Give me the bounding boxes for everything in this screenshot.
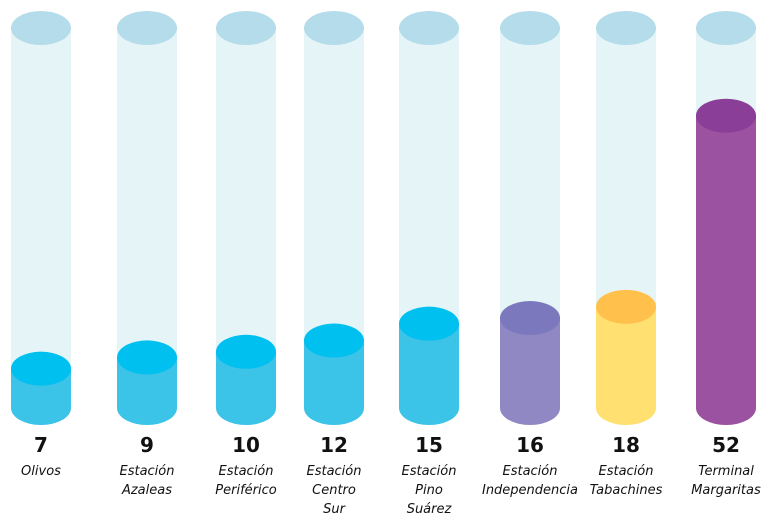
tube-top (399, 11, 459, 45)
cylinder-top (216, 334, 276, 369)
value-label: 7 (34, 433, 48, 457)
category-label: Estación (119, 464, 174, 479)
category-label: Independencia (482, 483, 578, 498)
category-label: Estación (306, 464, 361, 479)
value-label: 15 (415, 433, 443, 457)
category-label: Estación (502, 464, 557, 479)
category-label: Terminal (698, 464, 754, 479)
cylinder-top (500, 301, 560, 336)
cylinder-bottom (696, 391, 756, 425)
cylinder-bottom (500, 391, 560, 425)
cylinder (304, 323, 364, 425)
category-label: Azaleas (121, 483, 172, 498)
cylinder (500, 301, 560, 425)
category-label: Suárez (407, 502, 453, 516)
value-label: 9 (140, 433, 154, 457)
tube (11, 28, 71, 408)
cylinder-bottom (216, 391, 276, 425)
cylinder-top (696, 98, 756, 133)
value-label: 18 (612, 433, 640, 457)
tube-top (117, 11, 177, 45)
value-label: 10 (232, 433, 260, 457)
category-label: Margaritas (691, 483, 761, 498)
cylinder (117, 340, 177, 425)
cylinder-bottom (596, 391, 656, 425)
cylinder (696, 98, 756, 425)
cylinder-bottom (304, 391, 364, 425)
tube-top (11, 11, 71, 45)
category-label: Estación (598, 464, 653, 479)
cylinder-top (304, 323, 364, 358)
cylinder (216, 334, 276, 425)
tube-top (500, 11, 560, 45)
category-label: Pino (415, 483, 443, 498)
tube-top (596, 11, 656, 45)
value-label: 12 (320, 433, 348, 457)
value-label: 16 (516, 433, 544, 457)
cylinder-top (117, 340, 177, 375)
category-label: Sur (323, 502, 346, 516)
category-label: Periférico (215, 483, 276, 498)
tube-top (696, 11, 756, 45)
value-label: 52 (712, 433, 740, 457)
cylinder (399, 306, 459, 425)
tube-top (216, 11, 276, 45)
category-label: Tabachines (590, 483, 663, 498)
tube-top (304, 11, 364, 45)
cylinder-bottom (399, 391, 459, 425)
cylinder-body (696, 115, 756, 408)
category-label: Estación (218, 464, 273, 479)
category-label: Estación (401, 464, 456, 479)
category-label: Olivos (21, 464, 61, 479)
category-label: Centro (312, 483, 356, 498)
cylinder-bottom (117, 391, 177, 425)
cylinder-bottom (11, 391, 71, 425)
cylinder (11, 351, 71, 425)
cylinder (596, 289, 656, 425)
cylinder-top (11, 351, 71, 386)
cylinder-top (596, 289, 656, 324)
cylinder-top (399, 306, 459, 341)
